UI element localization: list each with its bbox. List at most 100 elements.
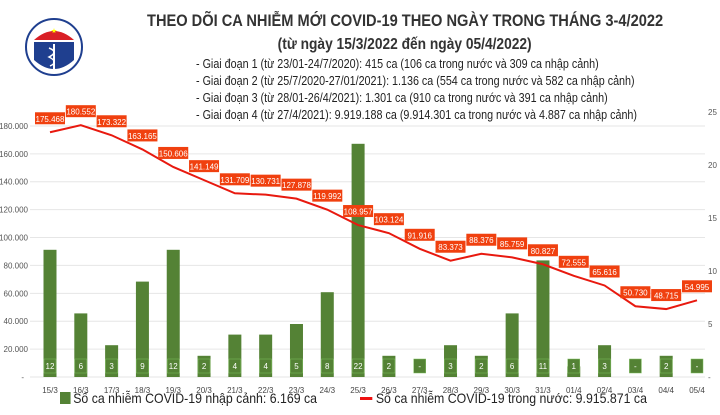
left-axis-tick-label: 120.000 <box>0 206 29 215</box>
bar-label-box <box>166 358 180 374</box>
line-label-box <box>404 228 435 241</box>
bar-label-box <box>74 358 88 374</box>
line-data-label: 180.552 <box>66 108 95 117</box>
right-axis-tick-label: - <box>708 373 711 382</box>
bar-data-label: - <box>418 362 421 371</box>
x-axis-tick-label: 22/3 <box>258 386 274 395</box>
line-label-box <box>527 244 558 257</box>
bar-data-label: 3 <box>448 362 453 371</box>
bar-label-box <box>105 358 118 374</box>
legend-label-domestic: Số ca nhiễm COVID-19 trong nước: 9.915.8… <box>375 390 647 406</box>
left-axis-tick-label: 80.000 <box>4 261 29 270</box>
chart-title: THEO DÕI CA NHIỄM MỚI COVID-19 THEO NGÀY… <box>146 11 664 30</box>
bar-label-box <box>629 358 642 374</box>
bar-data-label: 9 <box>140 362 145 371</box>
line-data-label: 130.731 <box>251 177 280 186</box>
line-label-box <box>189 160 220 173</box>
bar-label-box <box>567 358 581 374</box>
left-axis-tick-label: 160.000 <box>0 150 29 159</box>
line-label-box <box>497 237 528 250</box>
line-data-label: 127.878 <box>282 181 311 190</box>
bar-label-box <box>382 358 396 374</box>
line-label-box <box>35 112 65 125</box>
chart-title-container: THEO DÕI CA NHIỄM MỚI COVID-19 THEO NGÀY… <box>90 10 720 32</box>
bar-data-label: 2 <box>387 362 392 371</box>
bar-label-box <box>43 358 57 374</box>
line-data-label: 141.149 <box>190 163 219 172</box>
line-data-label: 131.709 <box>220 176 249 185</box>
line-label-box <box>373 213 404 226</box>
bar-data-label: 12 <box>46 362 55 371</box>
line-data-label: 85.759 <box>500 240 525 249</box>
phase-2-text: - Giai đoạn 2 (từ 25/7/2020-27/01/2021):… <box>196 74 635 88</box>
legend-item-domestic: Số ca nhiễm COVID-19 trong nước: 9.915.8… <box>360 390 647 406</box>
right-axis-tick-label: 5 <box>708 320 713 329</box>
line-data-label: 163.165 <box>128 132 157 141</box>
x-axis-tick-label: 16/3 <box>73 386 89 395</box>
bar-label-box <box>228 358 242 374</box>
line-data-label: 91.916 <box>407 231 432 240</box>
left-axis-tick-label: 100.000 <box>0 234 29 243</box>
right-axis-tick-label: 15 <box>708 214 717 223</box>
line-data-label: 103.124 <box>374 216 403 225</box>
line-label-box <box>250 174 281 187</box>
line-label-box <box>343 205 374 218</box>
line-label-box <box>96 115 127 128</box>
bar-label-box <box>444 358 457 374</box>
bar-data-label: 8 <box>325 362 330 371</box>
x-axis-tick-label: 02/4 <box>597 386 613 395</box>
bar-data-label: 3 <box>602 362 607 371</box>
phase-1-text: - Giai đoạn 1 (từ 23/01-24/7/2020): 415 … <box>196 57 599 71</box>
ministry-of-health-logo <box>25 18 83 76</box>
bar-data-label: 2 <box>664 362 669 371</box>
line-label-box <box>281 178 312 191</box>
left-axis-tick-label: - <box>21 373 24 382</box>
bar-label-box <box>536 358 550 374</box>
line-data-label: 83.373 <box>438 243 463 252</box>
bar-data-label: 12 <box>169 362 178 371</box>
bar-data-label: 3 <box>109 362 114 371</box>
bar-imported <box>166 249 180 377</box>
x-axis-tick-label: 29/3 <box>474 386 490 395</box>
line-data-label: 108.957 <box>344 208 373 217</box>
bar-data-label: 1 <box>572 362 577 371</box>
bar-data-label: 2 <box>202 362 207 371</box>
bar-label-box <box>505 358 519 374</box>
bar-data-label: 5 <box>294 362 299 371</box>
line-label-box <box>558 255 589 268</box>
left-axis-tick-label: 20.000 <box>4 345 29 354</box>
bar-data-label: 6 <box>79 362 84 371</box>
line-label-box <box>127 129 158 142</box>
bar-label-box <box>413 358 426 374</box>
bar-data-label: - <box>696 362 699 371</box>
bar-data-label: 6 <box>510 362 515 371</box>
right-axis-tick-label: 25 <box>708 108 717 117</box>
left-axis-tick-label: 40.000 <box>4 317 29 326</box>
left-axis-tick-label: 60.000 <box>4 289 29 298</box>
line-data-label: 65.616 <box>592 268 617 277</box>
bar-label-box <box>136 358 149 374</box>
bar-label-box <box>197 358 211 374</box>
line-domestic <box>49 124 698 311</box>
x-axis-tick-label: 18/3 <box>135 386 151 395</box>
bar-imported <box>320 292 334 377</box>
phase-4-text: - Giai đoạn 4 (từ 27/4/2021): 9.919.188 … <box>196 108 637 122</box>
x-axis-tick-label: 05/4 <box>689 386 705 395</box>
x-axis-tick-label: 15/3 <box>42 386 58 395</box>
right-axis-tick-label: 20 <box>708 161 717 170</box>
x-axis-tick-label: 27/3 <box>412 386 428 395</box>
legend-label-imported: Số ca nhiễm COVID-19 nhập cảnh: 6.169 ca <box>73 390 318 406</box>
x-axis-tick-label: 03/4 <box>628 386 644 395</box>
bar-imported <box>135 281 149 377</box>
line-label-box <box>466 233 497 246</box>
bar-data-label: 2 <box>479 362 484 371</box>
bar-label-box <box>598 358 611 374</box>
bar-label-box <box>351 358 365 374</box>
line-data-label: 54.995 <box>685 283 710 292</box>
line-data-label: 173.322 <box>97 118 126 127</box>
line-label-box <box>158 146 189 159</box>
bar-data-label: - <box>634 362 637 371</box>
x-axis-tick-label: 25/3 <box>350 386 366 395</box>
bar-label-box <box>659 358 673 374</box>
